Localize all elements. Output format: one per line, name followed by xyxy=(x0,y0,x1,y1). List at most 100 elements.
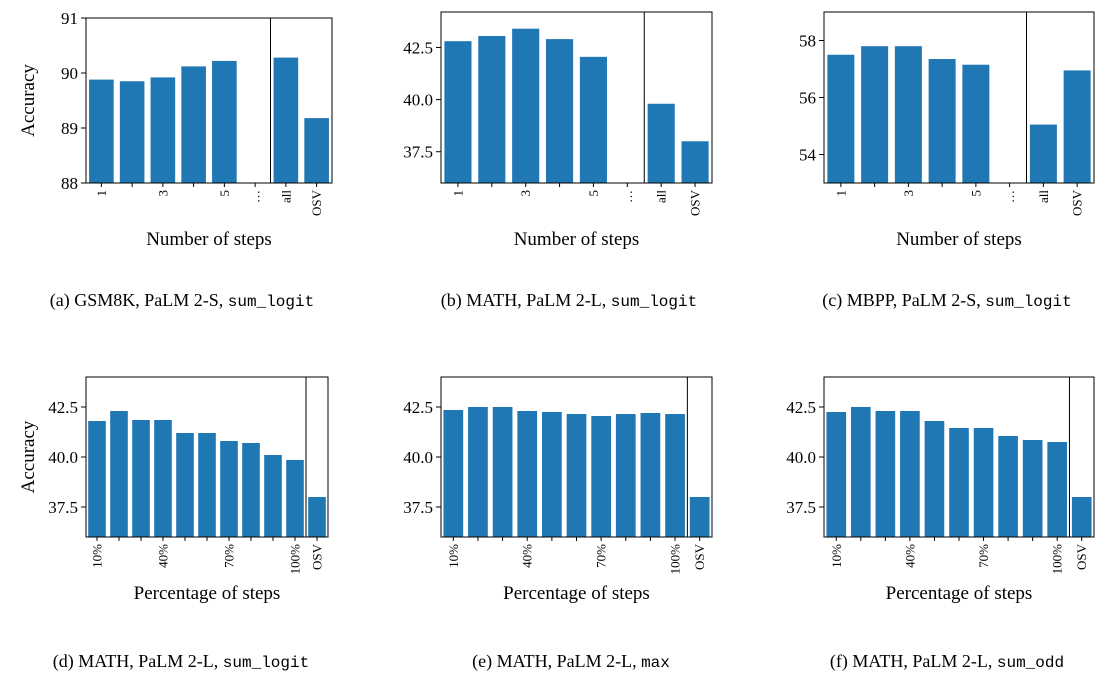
x-tick-label: OSV xyxy=(1074,543,1089,570)
y-tick-label: 42.5 xyxy=(48,398,78,417)
bar xyxy=(924,421,945,537)
x-tick-label: 100% xyxy=(1050,544,1065,575)
bar xyxy=(640,413,661,537)
bar xyxy=(894,46,922,184)
bar xyxy=(468,407,488,537)
caption-text: (a) GSM8K, PaLM 2-S, xyxy=(50,290,228,311)
x-tick-label: 40% xyxy=(520,544,535,568)
bar xyxy=(308,497,326,537)
bar xyxy=(875,411,896,537)
x-axis-label: Percentage of steps xyxy=(134,583,281,604)
bar xyxy=(181,66,206,183)
bar xyxy=(1029,124,1057,183)
x-tick-label: 3 xyxy=(518,190,533,197)
y-tick-label: 40.0 xyxy=(403,448,433,467)
caption-code: max xyxy=(641,654,670,672)
y-tick-label: 42.5 xyxy=(403,38,433,57)
x-tick-label: OSV xyxy=(692,543,707,570)
caption-text: (c) MBPP, PaLM 2-S, xyxy=(822,290,985,311)
x-tick-label: 10% xyxy=(446,544,461,568)
bar xyxy=(119,81,145,183)
bar xyxy=(566,414,587,537)
bar xyxy=(1071,497,1092,537)
y-axis-label: Accuracy xyxy=(18,64,39,137)
bar xyxy=(512,28,540,184)
x-tick-label: 3 xyxy=(155,190,170,197)
chart-panel-1: 88 89 90 91 1 3 5 … all OSV Number of steps Accurac… xyxy=(18,9,333,311)
x-tick-label: 1 xyxy=(94,190,109,197)
bar xyxy=(212,60,237,183)
caption-text: (b) MATH, PaLM 2-L, xyxy=(441,290,611,311)
bar xyxy=(198,433,216,537)
chart-panel-6: 37.5 40.0 42.5 10% 40% 70% 100% OSV Percentage o… xyxy=(786,376,1095,672)
x-tick-label: OSV xyxy=(309,189,324,216)
bar xyxy=(154,420,172,537)
bar xyxy=(176,433,194,537)
bar xyxy=(110,411,128,537)
x-tick-label: 1 xyxy=(833,190,848,197)
bar xyxy=(304,118,329,183)
bar xyxy=(264,455,282,537)
panel-caption: (e) MATH, PaLM 2-L, max xyxy=(472,651,670,672)
y-tick-label: 37.5 xyxy=(786,498,816,517)
plot-frame xyxy=(440,11,713,184)
bar xyxy=(1047,442,1067,537)
plot-frame xyxy=(85,17,333,184)
panel-caption: (b) MATH, PaLM 2-L, sum_logit xyxy=(441,290,697,311)
y-tick-label: 91 xyxy=(61,9,78,28)
bar xyxy=(949,428,969,537)
x-tick-label: 10% xyxy=(829,544,844,568)
bar xyxy=(962,64,990,183)
bar xyxy=(443,410,464,537)
bar xyxy=(579,56,607,183)
caption-text: (d) MATH, PaLM 2-L, xyxy=(53,651,223,672)
bar xyxy=(928,59,956,183)
bar xyxy=(1022,440,1043,537)
chart-panel-4: 37.5 40.0 42.5 10% 40% 70% 100% OSV Percentage o… xyxy=(18,376,329,672)
x-tick-label: 40% xyxy=(902,544,917,568)
caption-code: sum_logit xyxy=(228,293,314,311)
chart-panel-2: 37.5 40.0 42.5 1 3 5 … all OSV Number of steps (b)… xyxy=(403,11,713,311)
x-tick-label: 70% xyxy=(976,544,991,568)
bar xyxy=(647,103,675,183)
x-tick-label: 100% xyxy=(668,544,683,575)
bar xyxy=(546,39,574,183)
bar xyxy=(220,441,238,537)
x-tick-label: 1 xyxy=(450,190,465,197)
caption-text: (e) MATH, PaLM 2-L, xyxy=(472,651,641,672)
x-axis-label: Percentage of steps xyxy=(503,583,650,604)
x-axis-label: Number of steps xyxy=(146,229,272,250)
bar xyxy=(615,414,636,537)
x-tick-label: OSV xyxy=(310,543,325,570)
bar xyxy=(444,41,472,183)
caption-text: (f) MATH, PaLM 2-L, xyxy=(830,651,997,672)
panel-caption: (d) MATH, PaLM 2-L, sum_logit xyxy=(53,651,309,672)
x-tick-label: 70% xyxy=(594,544,609,568)
y-tick-label: 42.5 xyxy=(786,398,816,417)
x-axis-label: Number of steps xyxy=(896,229,1022,250)
x-tick-label: … xyxy=(620,190,635,203)
y-tick-label: 90 xyxy=(61,64,78,83)
bar xyxy=(242,443,260,537)
bar xyxy=(1063,70,1091,183)
y-tick-label: 37.5 xyxy=(403,498,433,517)
caption-code: sum_logit xyxy=(223,654,309,672)
bar xyxy=(827,54,855,183)
bar xyxy=(998,436,1018,537)
bar xyxy=(851,407,871,537)
bar xyxy=(273,57,299,183)
x-tick-label: all xyxy=(278,190,293,203)
bar xyxy=(286,460,304,537)
x-tick-label: OSV xyxy=(688,189,703,216)
x-tick-label: all xyxy=(654,190,669,203)
x-tick-label: 40% xyxy=(156,544,171,568)
y-tick-label: 89 xyxy=(61,119,78,138)
y-tick-label: 54 xyxy=(799,146,817,165)
x-tick-label: 10% xyxy=(90,544,105,568)
bar xyxy=(88,421,106,537)
bar xyxy=(681,141,709,183)
bar xyxy=(826,412,847,537)
bar xyxy=(591,416,611,537)
bar xyxy=(665,414,685,537)
